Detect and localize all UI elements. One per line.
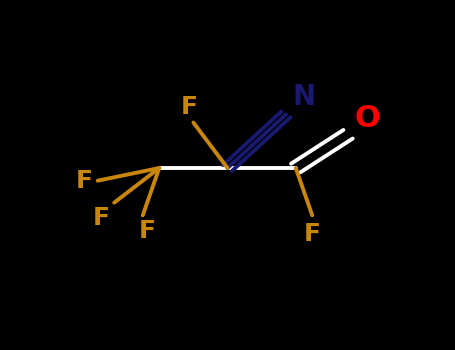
Text: F: F <box>93 206 110 230</box>
Text: F: F <box>180 95 197 119</box>
Text: O: O <box>355 104 381 133</box>
Text: F: F <box>76 169 93 193</box>
Text: N: N <box>293 83 316 111</box>
Text: F: F <box>139 219 156 243</box>
Text: F: F <box>304 222 321 246</box>
